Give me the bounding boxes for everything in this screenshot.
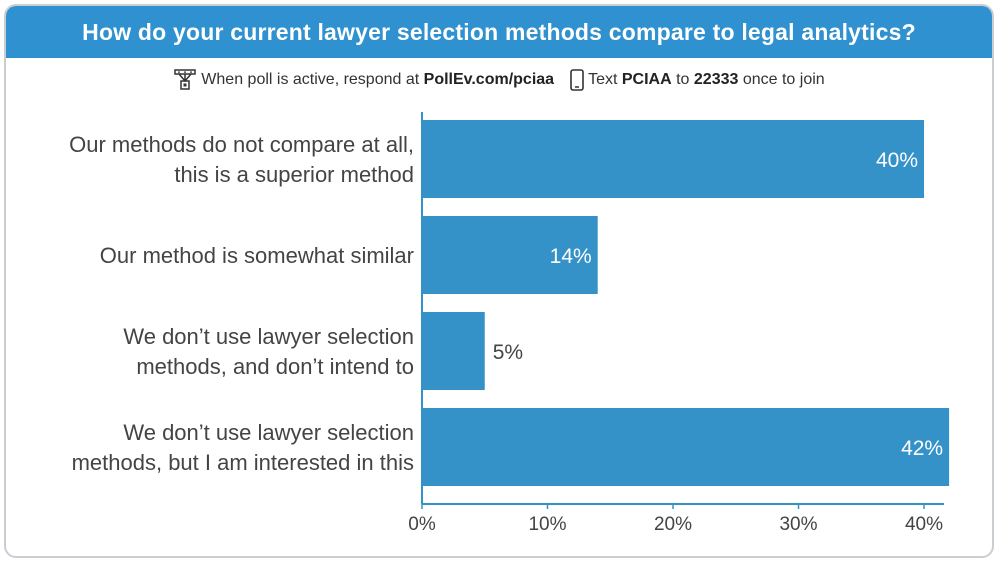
text-to: to — [676, 71, 690, 88]
x-tick-label: 30% — [779, 514, 817, 535]
poll-url: PollEv.com/pciaa — [423, 71, 555, 88]
bar — [422, 312, 485, 390]
category-label: Our methods do not compare at all, this i… — [69, 132, 414, 187]
poll-title-bar: How do your current lawyer selection met… — [6, 6, 992, 58]
text-suffix: once to join — [742, 71, 825, 88]
bar-value-label: 14% — [550, 245, 592, 268]
value-labels: 40% 14% 5% 42% — [493, 149, 943, 460]
bar — [422, 216, 598, 294]
bar-value-label: 42% — [901, 437, 943, 460]
x-axis: 0% 10% 20% 30% 40% — [408, 112, 944, 535]
bar-group — [422, 120, 950, 486]
phone-icon — [570, 69, 584, 91]
poll-title: How do your current lawyer selection met… — [82, 18, 916, 45]
x-tick-label: 20% — [654, 514, 692, 535]
x-tick-label: 10% — [528, 514, 566, 535]
web-poll-icon — [173, 69, 197, 91]
category-label: We don’t use lawyer selection methods, bu… — [72, 420, 414, 475]
bar-value-label: 5% — [493, 341, 523, 364]
category-labels: Our methods do not compare at all, this i… — [69, 132, 414, 475]
category-label: We don’t use lawyer selection methods, an… — [123, 324, 414, 379]
bar — [422, 120, 924, 198]
category-label: Our method is somewhat similar — [100, 243, 414, 268]
x-tick-label: 0% — [408, 514, 436, 535]
bar-value-label: 40% — [876, 149, 918, 172]
bar — [422, 408, 950, 486]
text-number: 22333 — [693, 71, 739, 88]
poll-instructions: When poll is active, respond at PollEv.c… — [6, 66, 992, 94]
x-tick-label: 40% — [905, 514, 943, 535]
web-instruction-text: When poll is active, respond at — [201, 71, 420, 88]
text-code: PCIAA — [621, 71, 672, 88]
text-prefix: Text — [588, 71, 618, 88]
